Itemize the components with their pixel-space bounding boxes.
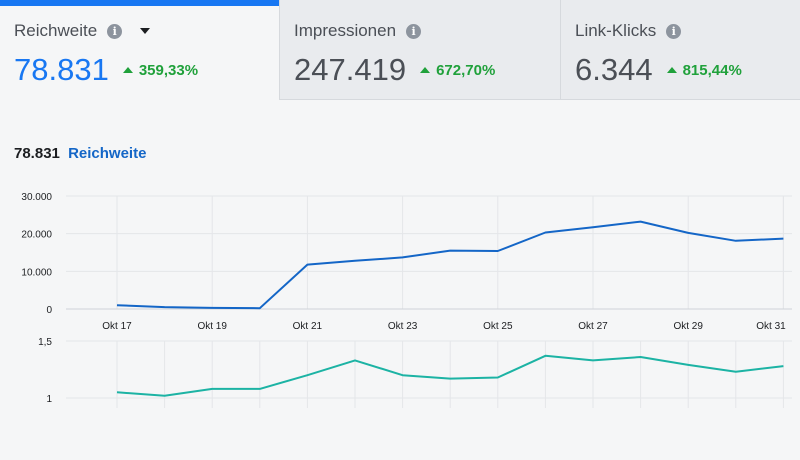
x-tick-label: Okt 23 [388, 321, 418, 332]
tab-reichweite[interactable]: Reichweite i 78.831 359,33% [0, 0, 279, 100]
tab-value-number: 78.831 [14, 52, 109, 87]
tab-title: Impressionen i [294, 21, 422, 41]
y-tick-label: 20.000 [21, 230, 52, 241]
arrow-up-icon [666, 67, 677, 73]
active-tab-indicator [0, 0, 279, 6]
x-tick-label: Okt 25 [483, 321, 513, 332]
tab-value: 78.831 359,33% [14, 52, 198, 88]
change-indicator: 359,33% [122, 61, 199, 79]
tab-value: 247.419 672,70% [294, 52, 495, 88]
y-tick-label: 1,5 [38, 337, 52, 348]
x-tick-label: Okt 19 [197, 321, 227, 332]
change-percent: 672,70% [436, 61, 496, 79]
tab-title-label: Impressionen [294, 21, 397, 40]
tab-value: 6.344 815,44% [575, 52, 742, 88]
x-tick-label: Okt 29 [673, 321, 703, 332]
tab-impressionen[interactable]: Impressionen i 247.419 672,70% [279, 0, 560, 100]
chart-summary: 78.831 Reichweite [14, 145, 146, 162]
chevron-down-icon[interactable] [140, 28, 151, 34]
info-icon[interactable]: i [666, 23, 682, 39]
y-tick-label: 0 [46, 305, 52, 316]
tab-title-label: Reichweite [14, 21, 98, 40]
change-indicator: 672,70% [420, 62, 495, 79]
metric-tabs: Reichweite i 78.831 359,33% Impressionen… [0, 0, 800, 100]
tab-title: Reichweite i [14, 21, 151, 41]
arrow-up-icon [122, 67, 133, 73]
y-tick-label: 30.000 [21, 192, 52, 203]
summary-label: Reichweite [68, 145, 147, 162]
tab-link-klicks[interactable]: Link-Klicks i 6.344 815,44% [560, 0, 800, 100]
change-percent: 359,33% [138, 61, 199, 79]
y-tick-label: 1 [46, 394, 52, 405]
y-tick-label: 10.000 [21, 267, 52, 278]
info-icon[interactable]: i [406, 23, 422, 39]
x-tick-label: Okt 17 [102, 321, 132, 332]
x-tick-label: Okt 27 [578, 321, 608, 332]
change-percent: 815,44% [682, 61, 742, 79]
summary-value: 78.831 [14, 145, 60, 162]
info-icon[interactable]: i [107, 23, 123, 39]
tab-value-number: 6.344 [575, 52, 653, 87]
tab-title-label: Link-Klicks [575, 21, 657, 40]
tab-title: Link-Klicks i [575, 21, 682, 41]
reach-series-line [116, 220, 784, 310]
tab-value-number: 247.419 [294, 52, 407, 87]
x-tick-label: Okt 31 [756, 321, 786, 332]
arrow-up-icon [420, 67, 431, 73]
change-indicator: 815,44% [666, 61, 742, 79]
x-tick-label: Okt 21 [293, 321, 323, 332]
